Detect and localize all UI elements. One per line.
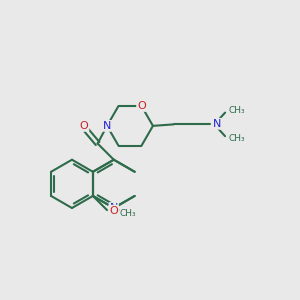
Text: O: O — [80, 121, 88, 131]
Text: N: N — [103, 121, 111, 131]
Text: CH₃: CH₃ — [229, 106, 245, 115]
Text: CH₃: CH₃ — [229, 134, 245, 143]
Text: CH₃: CH₃ — [120, 209, 136, 218]
Text: N: N — [213, 119, 221, 129]
Text: N: N — [110, 203, 118, 213]
Text: O: O — [137, 101, 146, 111]
Text: O: O — [109, 206, 118, 216]
